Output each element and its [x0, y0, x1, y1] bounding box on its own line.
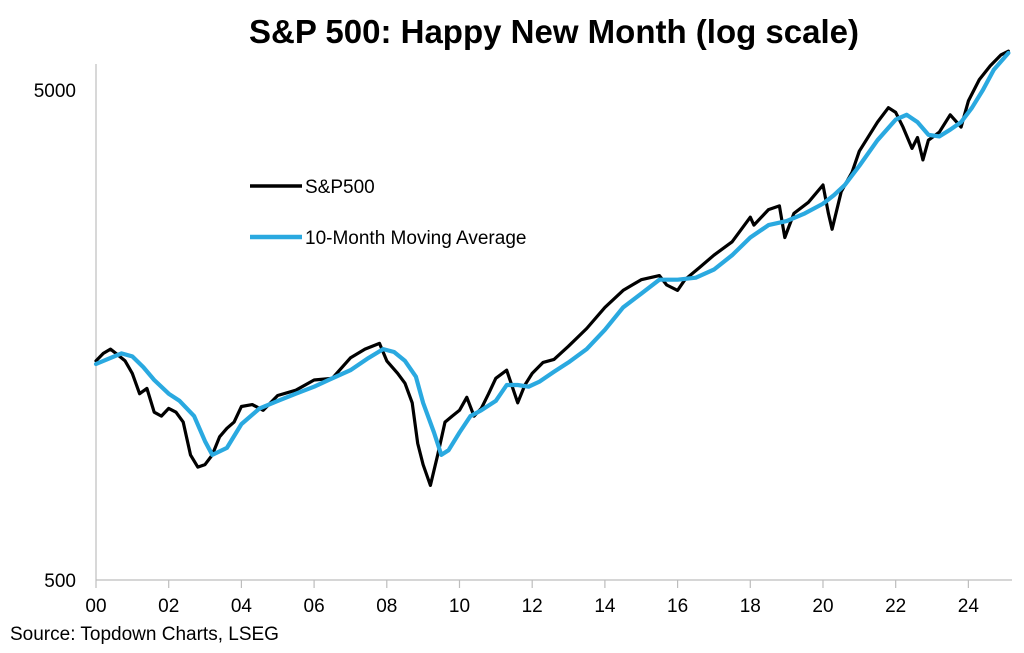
x-tick-label-00: 00 — [85, 596, 106, 617]
legend: S&P500 10-Month Moving Average — [250, 177, 526, 249]
x-ticks: 00 02 04 06 08 10 12 14 16 18 20 22 24 — [85, 580, 979, 617]
x-tick-label-08: 08 — [376, 596, 397, 617]
x-axis: 00 02 04 06 08 10 12 14 16 18 20 22 24 — [85, 579, 1012, 617]
x-tick-label-18: 18 — [740, 596, 761, 617]
x-tick-label-10: 10 — [449, 596, 470, 617]
x-tick-label-24: 24 — [958, 596, 980, 617]
series-line-moving-average — [93, 50, 1011, 457]
x-tick-label-16: 16 — [667, 596, 688, 617]
x-tick-label-20: 20 — [812, 596, 833, 617]
legend-item-sp500: S&P500 — [250, 177, 375, 198]
legend-label-moving-average: 10-Month Moving Average — [305, 228, 526, 249]
y-tick-label-5000: 5000 — [34, 81, 76, 102]
x-tick-label-04: 04 — [231, 596, 253, 617]
chart-title: S&P 500: Happy New Month (log scale) — [249, 13, 859, 50]
x-tick-label-22: 22 — [885, 596, 906, 617]
legend-item-moving-average: 10-Month Moving Average — [250, 228, 526, 249]
x-tick-label-12: 12 — [522, 596, 543, 617]
x-tick-label-02: 02 — [158, 596, 179, 617]
legend-label-sp500: S&P500 — [305, 177, 375, 198]
y-axis: 5000 500 — [34, 64, 97, 592]
y-tick-label-500: 500 — [44, 571, 76, 592]
series-layer — [93, 49, 1011, 487]
x-tick-label-14: 14 — [594, 596, 616, 617]
x-tick-label-06: 06 — [304, 596, 325, 617]
source-note: Source: Topdown Charts, LSEG — [10, 624, 279, 645]
series-line-sp500 — [94, 49, 1011, 487]
